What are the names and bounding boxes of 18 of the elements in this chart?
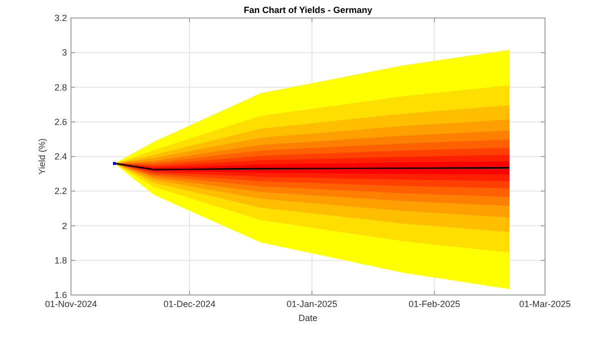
y-axis-title: Yield (%) bbox=[37, 138, 47, 175]
y-tick-label: 2.6 bbox=[54, 116, 67, 127]
x-tick-label: 01-Mar-2025 bbox=[519, 299, 571, 309]
y-tick-label: 1.6 bbox=[54, 290, 67, 300]
y-tick-label: 2.2 bbox=[54, 186, 67, 196]
x-tick-label: 01-Nov-2024 bbox=[44, 299, 98, 309]
chart-title: Fan Chart of Yields - Germany bbox=[244, 5, 372, 15]
x-tick-label: 01-Dec-2024 bbox=[163, 299, 216, 309]
x-tick-label: 01-Jan-2025 bbox=[286, 299, 338, 309]
x-axis-title: Date bbox=[298, 313, 318, 323]
y-tick-label: 3 bbox=[62, 48, 67, 58]
line-series bbox=[114, 162, 510, 170]
y-tick-label: 3.2 bbox=[54, 13, 67, 23]
x-tick-label: 01-Feb-2025 bbox=[408, 299, 460, 309]
y-tick-label: 2.8 bbox=[54, 82, 67, 92]
y-tick-label: 1.8 bbox=[54, 255, 67, 266]
y-tick-label: 2.4 bbox=[54, 152, 67, 162]
y-tick-label: 2 bbox=[62, 220, 67, 231]
